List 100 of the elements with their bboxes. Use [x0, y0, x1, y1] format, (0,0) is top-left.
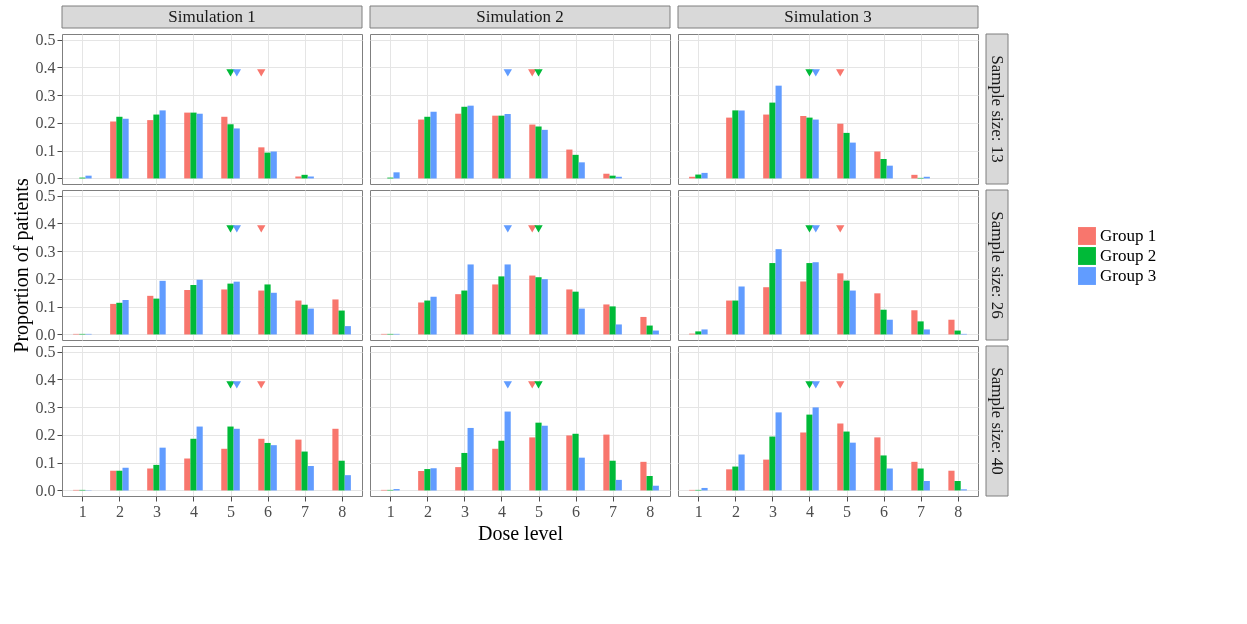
bar [566, 149, 573, 179]
bar [504, 264, 511, 335]
x-tick-label: 6 [880, 502, 889, 520]
bar [732, 466, 739, 491]
bar [233, 428, 240, 491]
bar [393, 172, 400, 179]
bar [258, 147, 265, 179]
bar [843, 431, 850, 491]
bar [603, 304, 610, 335]
bar [159, 110, 166, 179]
bar [646, 476, 653, 491]
bar [122, 118, 129, 179]
bar [726, 300, 733, 335]
bar [190, 438, 197, 491]
bar [535, 277, 542, 335]
chart-title: Simulation 3 [784, 7, 872, 26]
x-tick-label: 1 [386, 502, 395, 520]
bar [332, 428, 339, 491]
bar [775, 85, 782, 179]
bar [221, 289, 228, 335]
bar [775, 412, 782, 491]
bar [190, 285, 197, 335]
bar [529, 124, 536, 179]
x-tick-label: 4 [805, 502, 814, 520]
bar [640, 461, 647, 491]
legend-label: Group 3 [1100, 266, 1157, 285]
bar [769, 436, 776, 491]
y-tick-label: 0.5 [35, 31, 56, 49]
bar [886, 165, 893, 179]
bar [609, 306, 616, 335]
bar [264, 284, 271, 335]
bar [954, 481, 961, 491]
bar [886, 319, 893, 335]
bar [849, 290, 856, 335]
bar [911, 310, 918, 335]
bar [258, 290, 265, 335]
bar [227, 426, 234, 491]
bar [923, 329, 930, 335]
bar [923, 481, 930, 491]
y-tick-label: 0.5 [35, 187, 56, 205]
x-tick-label: 6 [572, 502, 581, 520]
bar [615, 479, 622, 491]
bar [849, 142, 856, 179]
bar [775, 249, 782, 335]
bar [461, 106, 468, 179]
bar [566, 289, 573, 335]
bar [295, 439, 302, 491]
bar [455, 294, 462, 335]
bar [424, 469, 431, 491]
bar [535, 126, 542, 179]
bar [295, 300, 302, 335]
y-tick-label: 0.4 [35, 370, 56, 388]
chart-title: Simulation 2 [476, 7, 564, 26]
bar [338, 460, 345, 491]
bar [461, 452, 468, 491]
bar [307, 308, 314, 335]
y2-axis-title: Sample size: 40 [988, 367, 1007, 475]
y-axis-title: Proportion of patients [9, 178, 33, 353]
y-tick-label: 0.0 [35, 169, 56, 187]
x-tick-label: 8 [954, 502, 963, 520]
bar [837, 423, 844, 491]
bar [147, 468, 154, 491]
bar [738, 110, 745, 179]
y-tick-label: 0.0 [35, 325, 56, 343]
x-tick-label: 5 [535, 502, 544, 520]
x-tick-label: 8 [646, 502, 655, 520]
bar [529, 437, 536, 491]
y-tick-label: 0.1 [35, 142, 56, 160]
bar [572, 433, 579, 491]
bar [221, 116, 228, 179]
x-tick-label: 1 [694, 502, 703, 520]
bar [880, 309, 887, 335]
bar [344, 475, 351, 491]
bar [110, 470, 117, 491]
bar [874, 293, 881, 335]
bar [227, 283, 234, 335]
y-tick-label: 0.4 [35, 58, 56, 76]
bar [184, 290, 191, 335]
bar [529, 275, 536, 335]
bar [541, 279, 548, 335]
x-tick-label: 2 [423, 502, 432, 520]
y2-axis-title: Sample size: 26 [988, 211, 1007, 319]
bar [800, 281, 807, 335]
bar [184, 112, 191, 179]
bar [461, 290, 468, 335]
bar [535, 422, 542, 491]
bar [849, 442, 856, 491]
x-tick-label: 7 [609, 502, 618, 520]
x-tick-label: 7 [301, 502, 310, 520]
bar [498, 276, 505, 335]
bar [769, 263, 776, 335]
bar [122, 467, 129, 491]
y-tick-label: 0.3 [35, 398, 56, 416]
bar [769, 102, 776, 179]
bar [424, 116, 431, 179]
bar [258, 438, 265, 491]
legend-label: Group 2 [1100, 246, 1157, 265]
bar [837, 123, 844, 179]
bar [159, 280, 166, 335]
bar [541, 425, 548, 491]
